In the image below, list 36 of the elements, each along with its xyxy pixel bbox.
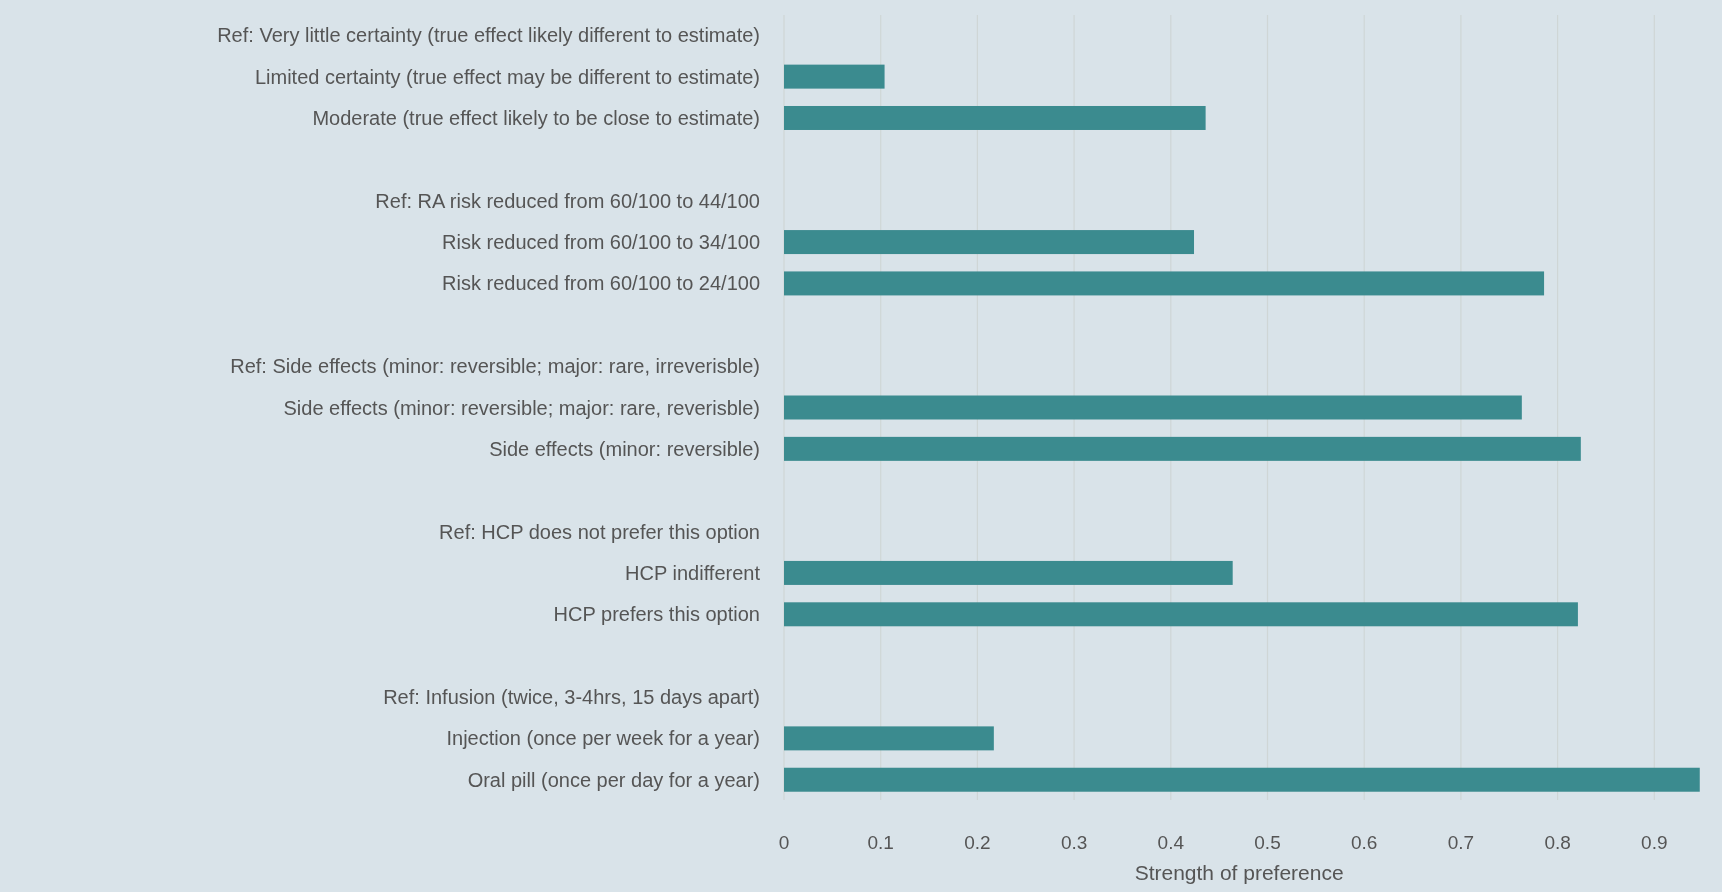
y-tick-label: Ref: Infusion (twice, 3-4hrs, 15 days apart) [383,686,760,709]
x-tick-label: 0 [778,831,790,853]
bar [784,230,1195,255]
bar [784,105,1206,130]
bar [784,64,885,89]
x-tick-label: 0.2 [964,831,991,853]
y-tick-label: Injection (once per week for a year) [446,727,760,750]
y-tick-label: Ref: Very little certainty (true effect likely different to estimate) [217,24,760,47]
bar [784,560,1233,585]
y-tick-label: Side effects (minor: reversible) [489,437,760,460]
y-tick-label: HCP indifferent [625,561,761,584]
y-tick-label: Side effects (minor: reversible; major: rare, reverisble) [283,396,760,419]
x-tick-label: 0.4 [1157,831,1185,853]
y-tick-label: Oral pill (once per day for a year) [467,768,760,791]
x-tick-label: 0.5 [1254,831,1281,853]
bar [784,726,994,751]
y-tick-label: Risk reduced from 60/100 to 34/100 [442,231,760,254]
x-tick-label: 0.1 [867,831,894,853]
y-tick-label: Moderate (true effect likely to be close to estimate) [312,106,760,129]
bar [784,602,1578,627]
y-tick-label: Risk reduced from 60/100 to 24/100 [442,272,760,295]
bar [784,436,1581,461]
y-tick-label: HCP prefers this option [553,603,760,626]
x-tick-label: 0.7 [1447,831,1475,853]
y-tick-label: Ref: Side effects (minor: reversible; major: rare, irreverisble) [230,355,760,378]
y-tick-label: Limited certainty (true effect may be different to estimate) [254,65,760,88]
x-tick-label: 0.3 [1060,831,1088,853]
bar [784,767,1700,792]
x-tick-label: 0.9 [1641,831,1668,853]
y-tick-label: Ref: RA risk reduced from 60/100 to 44/100 [375,189,760,212]
bar [784,395,1522,420]
bar [784,271,1545,296]
y-tick-label: Ref: HCP does not prefer this option [439,520,760,543]
x-tick-label: 0.6 [1351,831,1378,853]
x-tick-label: 0.8 [1544,831,1571,853]
x-axis-title: Strength of preference [1134,861,1344,884]
